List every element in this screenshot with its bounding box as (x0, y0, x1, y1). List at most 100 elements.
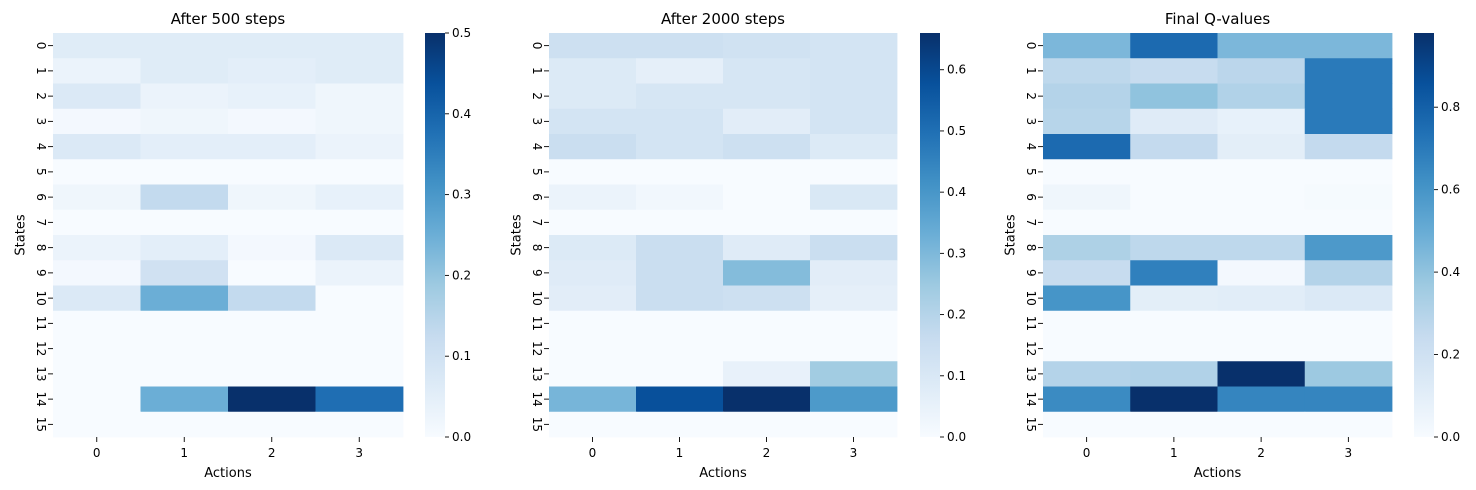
x-tick-label: 0 (93, 446, 101, 460)
heatmap-cell-r4-c3 (810, 134, 898, 160)
colorbar-tick-label: 0.4 (1441, 265, 1460, 279)
heatmap-cell-r9-c1 (140, 260, 229, 286)
heatmap-cell-r10-c0 (53, 285, 141, 312)
colorbar-tick-label: 0.8 (1441, 100, 1460, 114)
heatmap-cell-r11-c1 (1130, 310, 1218, 337)
heatmap-cell-r5-c3 (810, 159, 898, 185)
heatmap-cell-r3-c1 (1130, 108, 1218, 135)
heatmap-cell-r6-c0 (53, 184, 141, 211)
heatmap-cell-r1-c1 (636, 58, 724, 84)
heatmap-cell-r15-c2 (1217, 411, 1306, 438)
heatmap-cell-r10-c1 (636, 285, 724, 312)
heatmap-cell-r6-c3 (810, 184, 898, 211)
heatmap-cell-r13-c3 (315, 361, 404, 387)
y-tick-label: 1 (1024, 67, 1038, 75)
heatmap-cell-r2-c2 (228, 83, 316, 110)
heatmap-cell-r12-c1 (140, 336, 229, 362)
x-tick-label: 3 (355, 446, 363, 460)
y-tick-label: 6 (1024, 193, 1038, 201)
heatmap-cell-r14-c1 (636, 386, 724, 413)
heatmap-cell-r0-c0 (549, 33, 637, 59)
heatmap-cell-r13-c0 (1043, 361, 1131, 387)
heatmap-cell-r7-c0 (549, 209, 637, 236)
heatmap-cell-r12-c3 (1304, 336, 1393, 362)
heatmap-cell-r9-c3 (1304, 260, 1393, 286)
heatmap-cell-r15-c2 (723, 411, 811, 438)
y-tick-label: 10 (34, 290, 48, 305)
heatmap-cell-r7-c0 (1043, 209, 1131, 236)
heatmap-cell-r2-c3 (810, 83, 898, 110)
heatmap-cell-r3-c0 (53, 108, 141, 135)
heatmap-cell-r7-c3 (1304, 209, 1393, 236)
heatmap-cell-r10-c3 (315, 285, 404, 312)
heatmap-cell-r11-c2 (1217, 310, 1306, 337)
y-tick-label: 11 (1024, 316, 1038, 331)
heatmap-cell-r15-c2 (228, 411, 316, 438)
heatmap-cell-r4-c2 (723, 134, 811, 160)
heatmap-cell-r15-c1 (636, 411, 724, 438)
y-tick-label: 14 (1024, 391, 1038, 406)
heatmap-cell-r4-c3 (315, 134, 404, 160)
heatmap-cell-r5-c1 (140, 159, 229, 185)
y-tick-label: 0 (34, 42, 48, 50)
heatmap-cell-r5-c2 (1217, 159, 1306, 185)
heatmap-cell-r0-c1 (636, 33, 724, 59)
heatmap-cell-r13-c1 (140, 361, 229, 387)
heatmap-cell-r2-c1 (140, 83, 229, 110)
heatmap-cell-r9-c3 (315, 260, 404, 286)
heatmap-cell-r2-c0 (549, 83, 637, 110)
heatmap-cell-r15-c3 (1304, 411, 1393, 438)
heatmap-cell-r13-c2 (723, 361, 811, 387)
y-tick-label: 4 (530, 143, 544, 151)
heatmap-cell-r3-c2 (228, 108, 316, 135)
y-tick-label: 14 (530, 391, 544, 406)
y-tick-label: 12 (530, 341, 544, 356)
heatmap-cell-r1-c1 (140, 58, 229, 84)
heatmap-cell-r6-c0 (549, 184, 637, 211)
heatmap-cell-r4-c1 (636, 134, 724, 160)
heatmap-cell-r6-c1 (140, 184, 229, 211)
heatmap-cell-r9-c0 (549, 260, 637, 286)
heatmap-cell-r3-c3 (315, 108, 404, 135)
y-tick-label: 4 (34, 143, 48, 151)
chart-title: After 2000 steps (661, 10, 785, 28)
heatmap-cell-r11-c0 (1043, 310, 1131, 337)
x-tick-label: 2 (268, 446, 276, 460)
heatmap-cell-r3-c3 (1304, 108, 1393, 135)
heatmap-cell-r0-c2 (228, 33, 316, 59)
heatmap-cell-r5-c3 (1304, 159, 1393, 185)
heatmap-cell-r12-c2 (1217, 336, 1306, 362)
heatmap-cell-r13-c0 (53, 361, 141, 387)
heatmap-cell-r12-c3 (315, 336, 404, 362)
heatmap-cell-r14-c2 (723, 386, 811, 413)
heatmap-cell-r1-c2 (1217, 58, 1306, 84)
heatmap-cell-r13-c3 (810, 361, 898, 387)
heatmap-cell-r3-c0 (1043, 108, 1131, 135)
heatmap-cell-r9-c2 (1217, 260, 1306, 286)
heatmap-cell-r2-c2 (1217, 83, 1306, 110)
heatmap-cell-r7-c1 (1130, 209, 1218, 236)
heatmap-cell-r1-c2 (228, 58, 316, 84)
heatmap-cell-r1-c0 (53, 58, 141, 84)
heatmap-cell-r7-c2 (1217, 209, 1306, 236)
colorbar-tick-label: 0.4 (947, 185, 966, 199)
x-tick-label: 2 (1257, 446, 1265, 460)
heatmap-cell-r10-c2 (228, 285, 316, 312)
heatmap-cell-r10-c3 (810, 285, 898, 312)
heatmap-cell-r0-c0 (53, 33, 141, 59)
heatmap-cell-r0-c1 (1130, 33, 1218, 59)
y-tick-label: 15 (1024, 417, 1038, 432)
heatmap-cell-r14-c0 (53, 386, 141, 413)
y-tick-label: 7 (1024, 219, 1038, 227)
heatmap-cell-r0-c3 (1304, 33, 1393, 59)
colorbar-tick-label: 0.5 (452, 26, 471, 40)
heatmap-cell-r14-c3 (315, 386, 404, 413)
colorbar-tick-label: 0.6 (1441, 183, 1460, 197)
y-tick-label: 13 (530, 366, 544, 381)
heatmap-cell-r12-c3 (810, 336, 898, 362)
y-tick-label: 5 (530, 168, 544, 176)
heatmap-cell-r3-c2 (723, 108, 811, 135)
heatmap-cell-r10-c0 (1043, 285, 1131, 312)
heatmap-cell-r0-c1 (140, 33, 229, 59)
